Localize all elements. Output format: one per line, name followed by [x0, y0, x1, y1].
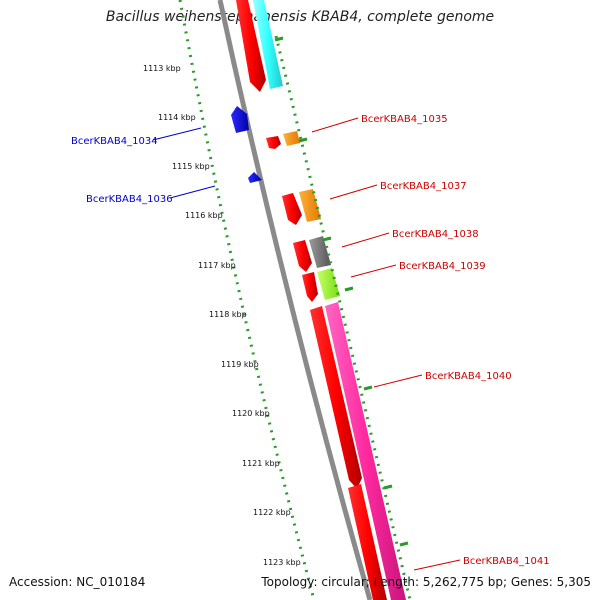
gene-label[interactable]: BcerKBAB4_1035 — [361, 114, 448, 125]
gene-arrow-forward[interactable] — [310, 306, 362, 489]
gene-arrow-forward[interactable] — [293, 240, 312, 272]
cog-category-track — [253, 0, 406, 600]
gene-arrow-forward[interactable] — [236, 0, 266, 92]
ruler-tick-label: 1116 kbp — [185, 211, 223, 220]
cog-block-orange[interactable] — [283, 131, 300, 146]
gene-label[interactable]: BcerKBAB4_1040 — [425, 371, 512, 382]
ruler-tick-label: 1114 kbp — [158, 113, 196, 122]
outer-ruler-arc — [274, 35, 412, 600]
ruler-tick-label: 1113 kbp — [143, 64, 181, 73]
map-title: Bacillus weihenstephanensis KBAB4, compl… — [105, 9, 495, 25]
gene-label[interactable]: BcerKBAB4_1041 — [463, 556, 550, 567]
gene-arrow-reverse[interactable] — [248, 172, 262, 183]
ruler-arc — [178, 0, 316, 600]
ruler-tick-label: 1122 kbp — [253, 508, 291, 517]
gene-label[interactable]: BcerKBAB4_1036 — [86, 194, 173, 205]
genome-backbone — [217, 0, 373, 600]
gene-arrow-forward[interactable] — [302, 272, 318, 302]
forward-strand-genes — [236, 0, 387, 600]
gene-arrow-forward[interactable] — [266, 136, 281, 149]
cog-block-gray[interactable] — [309, 236, 331, 268]
ruler-tick-label: 1120 kbp — [232, 409, 270, 418]
gene-arrow-forward[interactable] — [282, 193, 302, 225]
ruler-tick-label: 1115 kbp — [172, 162, 210, 171]
cog-block-magenta[interactable] — [325, 302, 406, 600]
cog-block-lime[interactable] — [317, 268, 340, 300]
gene-label[interactable]: BcerKBAB4_1034 — [71, 136, 158, 147]
gene-labels: BcerKBAB4_1034 BcerKBAB4_1035 BcerKBAB4_… — [71, 114, 550, 567]
ruler-tick-label: 1119 kbp — [221, 360, 259, 369]
ruler-tick-label: 1118 kbp — [209, 310, 247, 319]
topology-text: Topology: circular; Length: 5,262,775 bp… — [261, 575, 591, 589]
reverse-strand-genes — [231, 106, 262, 183]
cog-block-cyan[interactable] — [253, 0, 283, 89]
ruler-tick-labels: 1113 kbp 1114 kbp 1115 kbp 1116 kbp 1117… — [143, 64, 301, 567]
ruler-tick-label: 1121 kbp — [242, 459, 280, 468]
gene-arrow-reverse[interactable] — [231, 106, 249, 133]
label-leader-lines — [152, 117, 461, 571]
accession-text: Accession: NC_010184 — [9, 575, 146, 589]
gene-label[interactable]: BcerKBAB4_1038 — [392, 229, 479, 240]
cog-block-orange[interactable] — [299, 189, 321, 222]
ruler-tick-label: 1117 kbp — [198, 261, 236, 270]
ruler-tick-label: 1123 kbp — [263, 558, 301, 567]
outer-ruler-ticks — [274, 36, 409, 547]
gene-label[interactable]: BcerKBAB4_1039 — [399, 261, 486, 272]
gene-label[interactable]: BcerKBAB4_1037 — [380, 181, 467, 192]
gene-arrow-forward[interactable] — [348, 484, 387, 600]
